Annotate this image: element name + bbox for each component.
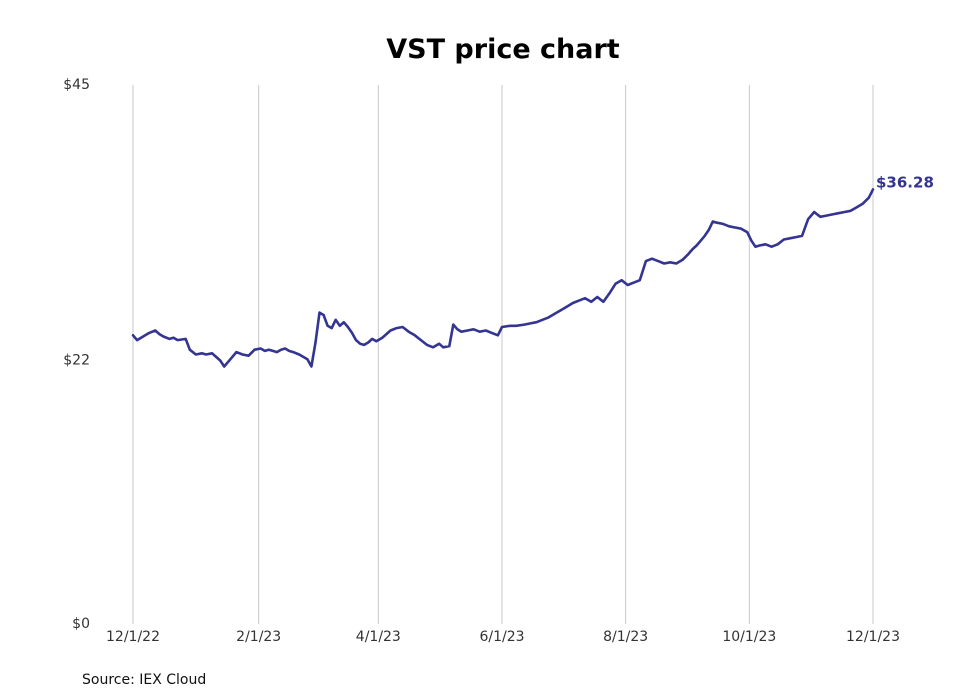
x-axis-ticks: 12/1/22 2/1/23 4/1/23 6/1/23 8/1/23 10/1/23 12…: [106, 629, 900, 645]
chart-title: VST price chart: [386, 34, 620, 65]
x-tick-label-1: 2/1/23: [236, 629, 281, 645]
last-price-label: $36.28: [876, 173, 934, 191]
gridlines: [132, 85, 874, 624]
series-group: $36.28: [131, 173, 934, 368]
price-line: [131, 188, 875, 368]
y-tick-label-0: $0: [72, 616, 90, 632]
x-tick-label-0: 12/1/22: [106, 629, 160, 645]
x-tick-label-2: 4/1/23: [356, 629, 401, 645]
x-tick-label-3: 6/1/23: [479, 629, 524, 645]
y-tick-label-1: $22: [63, 352, 90, 368]
y-tick-label-2: $45: [63, 77, 90, 93]
x-tick-label-5: 10/1/23: [722, 629, 776, 645]
source-note: Source: IEX Cloud: [82, 672, 206, 688]
x-tick-label-6: 12/1/23: [846, 629, 900, 645]
x-tick-label-4: 8/1/23: [603, 629, 648, 645]
y-axis-ticks: $0 $22 $45: [63, 77, 90, 632]
